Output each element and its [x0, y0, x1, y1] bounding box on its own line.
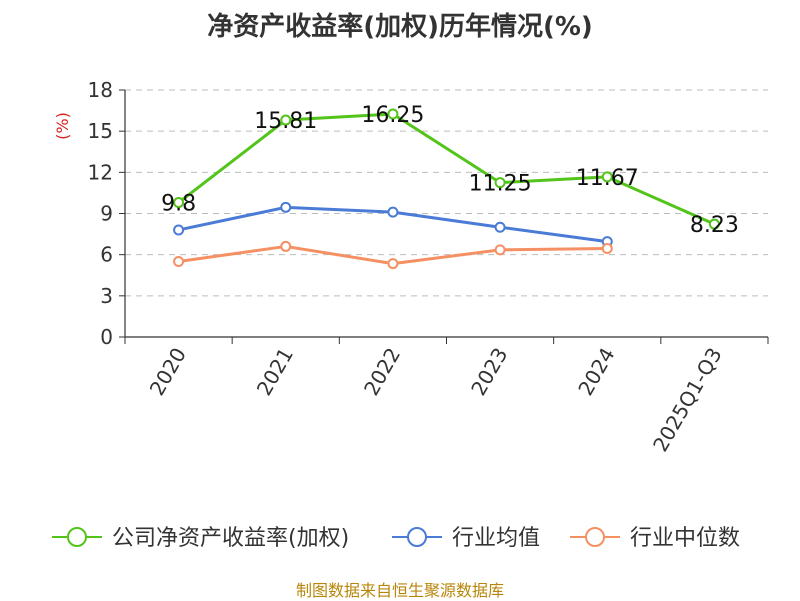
legend-marker [585, 527, 605, 547]
legend[interactable]: 公司净资产收益率(加权) 行业均值 行业中位数 [52, 526, 740, 551]
data-point [280, 114, 292, 126]
series-line [177, 112, 716, 226]
data-label: 9.8 [161, 192, 196, 217]
x-tick-label: 2024 [573, 344, 619, 400]
data-point [387, 258, 399, 270]
series-lines [173, 108, 720, 270]
axes: 0 3 6 9 12 15 18 2020 2021 2022 2023 2024 2025Q1-Q3 [88, 78, 769, 456]
chart-title: 净资产收益率(加权)历年情况(%) [207, 12, 593, 42]
data-label: 8.23 [690, 213, 739, 238]
data-point [387, 206, 399, 218]
y-tick-label: 9 [100, 202, 113, 226]
data-labels: 9.8 15.81 16.25 11.25 11.67 8.23 [161, 103, 739, 238]
data-label: 16.25 [361, 103, 424, 128]
y-tick-label: 18 [88, 78, 113, 102]
y-tick-label: 15 [88, 119, 113, 143]
data-label: 11.25 [469, 172, 532, 197]
x-tick-label: 2021 [252, 344, 298, 400]
x-tick-label: 2025Q1-Q3 [648, 344, 727, 456]
data-point [601, 171, 613, 183]
x-tick-label: 2020 [145, 344, 191, 400]
legend-marker [407, 527, 427, 547]
data-point [494, 221, 506, 233]
data-point [173, 197, 185, 209]
data-point [708, 218, 720, 230]
legend-marker [67, 527, 87, 547]
data-point [601, 242, 613, 254]
legend-label: 行业中位数 [630, 526, 740, 551]
grid-lines [125, 89, 768, 297]
x-tick-label: 2022 [359, 344, 405, 400]
y-tick-label: 12 [88, 160, 113, 184]
data-label: 11.67 [576, 166, 639, 191]
y-tick-label: 3 [100, 284, 113, 308]
data-label: 15.81 [254, 109, 317, 134]
x-tick-label: 2023 [466, 344, 512, 400]
legend-label: 公司净资产收益率(加权) [112, 526, 349, 551]
source-note: 制图数据来自恒生聚源数据库 [295, 581, 504, 600]
y-tick-label: 6 [100, 243, 113, 267]
data-point [173, 256, 185, 268]
data-point [173, 224, 185, 236]
y-tick-label: 0 [100, 325, 113, 349]
y-axis-label: (%) [53, 112, 72, 140]
legend-label: 行业均值 [452, 526, 540, 551]
data-point [387, 108, 399, 120]
data-point [280, 201, 292, 213]
data-point [494, 177, 506, 189]
data-point [494, 244, 506, 256]
data-point [280, 240, 292, 252]
